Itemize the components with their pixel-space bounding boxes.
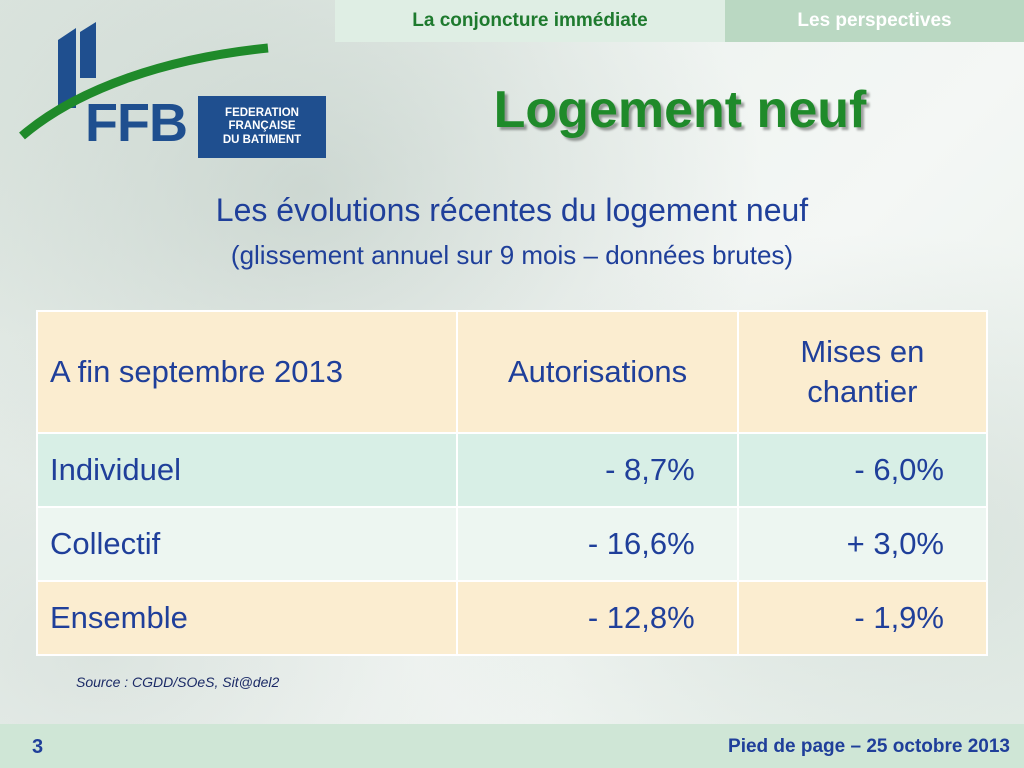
subtitle-line-1: Les évolutions récentes du logement neuf bbox=[215, 192, 809, 228]
ffb-logo: FFB FEDERATION FRANÇAISE DU BATIMENT bbox=[18, 18, 326, 158]
page-number: 3 bbox=[32, 736, 44, 758]
table-row: Individuel - 8,7% - 6,0% bbox=[35, 432, 989, 508]
table-header-row: A fin septembre 2013 Autorisations Mises… bbox=[35, 310, 989, 434]
logo-line-1: FEDERATION bbox=[225, 107, 299, 120]
slide-title: Logement neuf bbox=[493, 81, 867, 139]
nav-tab-current[interactable]: La conjoncture immédiate bbox=[335, 0, 725, 42]
row-autorisations: - 16,6% bbox=[456, 506, 739, 582]
row-label: Ensemble bbox=[35, 580, 459, 656]
row-label: Individuel bbox=[35, 432, 459, 508]
header-mises-en-chantier: Mises en chantier bbox=[736, 310, 989, 434]
header-autorisations: Autorisations bbox=[456, 310, 739, 434]
table-row: Collectif - 16,6% + 3,0% bbox=[35, 506, 989, 582]
logo-acronym: FFB bbox=[85, 93, 188, 153]
table-row: Ensemble - 12,8% - 1,9% bbox=[35, 580, 989, 656]
footer-text: Pied de page – 25 octobre 2013 bbox=[728, 736, 1010, 757]
logo-line-3: DU BATIMENT bbox=[222, 133, 302, 146]
row-mises: - 1,9% bbox=[736, 580, 989, 656]
footer-bar bbox=[0, 724, 1024, 768]
header-period: A fin septembre 2013 bbox=[35, 310, 459, 434]
row-autorisations: - 12,8% bbox=[456, 580, 739, 656]
logo-line-2: FRANÇAISE bbox=[228, 120, 296, 133]
logo-graphic bbox=[19, 22, 269, 140]
subtitle-line-2: (glissement annuel sur 9 mois – données … bbox=[230, 240, 794, 270]
row-mises: - 6,0% bbox=[736, 432, 989, 508]
nav-tab-next[interactable]: Les perspectives bbox=[725, 0, 1024, 42]
logo-label-box: FEDERATION FRANÇAISE DU BATIMENT bbox=[198, 96, 326, 158]
row-label: Collectif bbox=[35, 506, 459, 582]
row-mises: + 3,0% bbox=[736, 506, 989, 582]
header-mises-line-1: Mises en bbox=[800, 333, 925, 369]
top-navigation: La conjoncture immédiate Les perspective… bbox=[335, 0, 1024, 42]
source-note: Source : CGDD/SOeS, Sit@del2 bbox=[76, 674, 280, 690]
header-mises-line-2: chantier bbox=[807, 374, 918, 409]
row-autorisations: - 8,7% bbox=[456, 432, 739, 508]
data-table: A fin septembre 2013 Autorisations Mises… bbox=[35, 310, 989, 656]
